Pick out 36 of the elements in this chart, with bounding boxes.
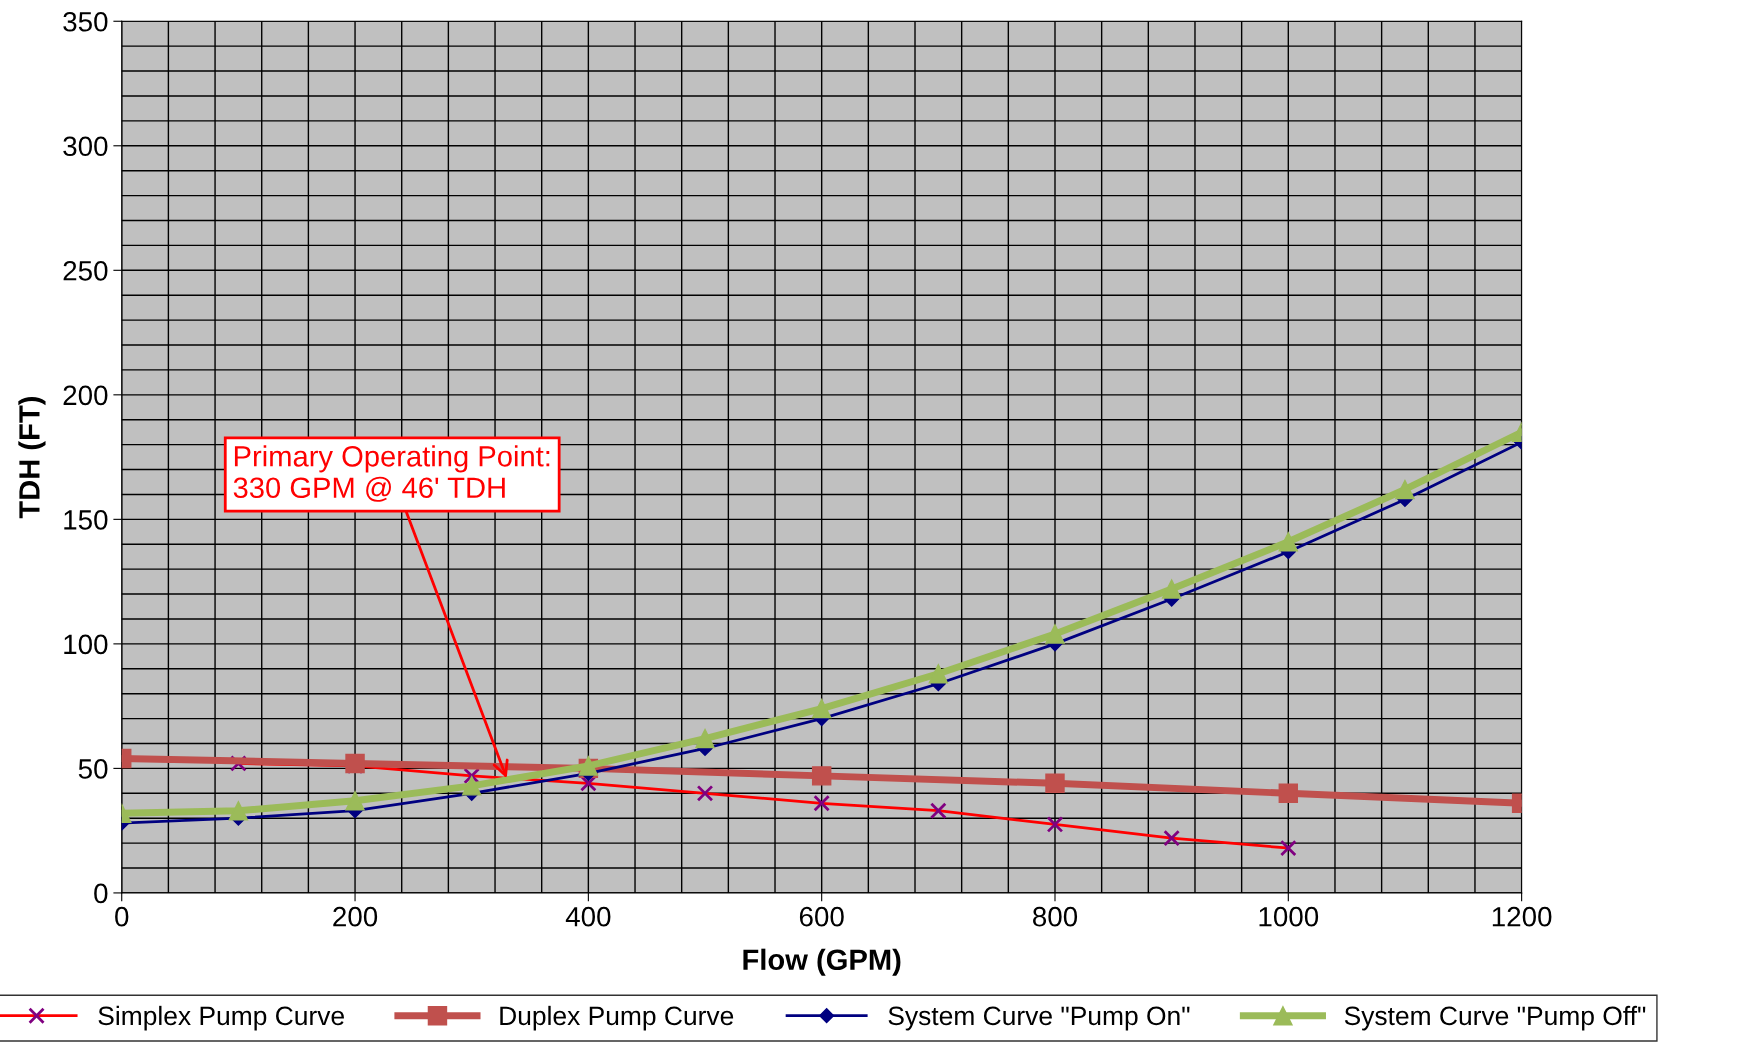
- x-tick-label: 1200: [1492, 906, 1552, 927]
- point: [1045, 773, 1065, 794]
- point: [695, 728, 715, 749]
- y-tick-label: 200: [63, 385, 108, 406]
- x-tick-label: 1000: [1259, 906, 1319, 927]
- x-tick-label: 800: [1033, 906, 1078, 927]
- x-axis-title: Flow (GPM): [743, 948, 901, 976]
- point: [1045, 624, 1065, 644]
- legend-label: System Curve "Pump Off": [1344, 1005, 1646, 1031]
- x-tick-label: 600: [799, 906, 844, 927]
- y-tick-label: 300: [63, 136, 108, 157]
- point: [1395, 479, 1415, 500]
- x-tick-label: 400: [565, 906, 611, 927]
- point: [811, 698, 832, 719]
- point: [228, 801, 249, 821]
- legend-label: Simplex Pump Curve: [98, 1005, 344, 1031]
- legend-label: Duplex Pump Curve: [500, 1005, 734, 1031]
- point: [461, 776, 482, 796]
- point: [811, 766, 832, 786]
- x-tick-label: 200: [333, 906, 378, 927]
- y-tick-label: 350: [63, 11, 108, 32]
- annotation: Primary Operating Point: 330 GPM @ 46' TDH: [233, 445, 550, 502]
- point: [1161, 579, 1182, 599]
- point: [345, 753, 365, 774]
- legend-label: System Curve "Pump On": [888, 1006, 1190, 1031]
- y-axis-title: TDH (FT): [18, 396, 46, 519]
- y-tick-label: 150: [64, 510, 108, 530]
- point: [1278, 783, 1299, 804]
- y-tick-label: 0: [94, 883, 108, 904]
- point: [1278, 532, 1299, 552]
- x-tick-label: 0: [115, 906, 129, 927]
- y-tick-label: 50: [78, 759, 108, 779]
- point: [928, 664, 949, 684]
- y-tick-label: 250: [63, 260, 108, 281]
- point: [345, 791, 365, 811]
- y-tick-label: 100: [64, 634, 108, 655]
